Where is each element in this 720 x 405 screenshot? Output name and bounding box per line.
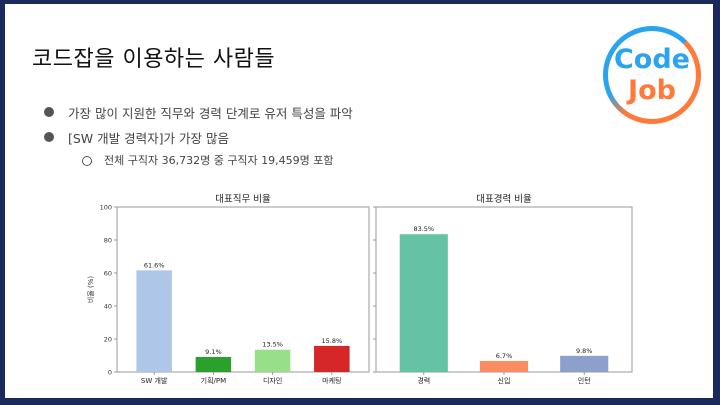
x-tick-label: 인턴 [578,376,591,385]
bar-value-label: 6.7% [496,352,513,360]
bar-value-label: 9.1% [205,348,222,356]
x-tick-label: SW 개발 [141,376,168,385]
bullet-dot-icon [44,107,54,117]
bar [136,270,172,372]
bar-value-label: 83.5% [413,225,434,233]
bar [254,349,291,372]
bullet-3: 전체 구직자 36,732명 중 구직자 19,459명 포함 [104,154,334,167]
x-tick-label: 신입 [498,376,511,385]
bar [399,234,448,372]
x-tick-label: 경력 [417,376,430,385]
slide-title: 코드잡을 이용하는 사람들 [32,47,276,72]
x-tick-label: 디자인 [263,376,282,385]
slide: 코드잡을 이용하는 사람들 가장 많이 지원한 직무와 경력 단계로 유저 특성… [5,4,713,398]
y-tick-label: 40 [104,303,112,311]
codejob-logo: Code Job [603,26,701,124]
y-tick-label: 80 [104,237,112,245]
bar [479,360,529,372]
plot-frame [116,206,370,373]
chart-title: 대표직무 비율 [215,194,271,205]
bar-value-label: 15.8% [322,337,343,345]
bar-value-label: 13.5% [262,341,283,349]
bullet-dot-icon [44,132,54,142]
chart-title: 대표경력 비율 [476,193,532,205]
y-tick-label: 100 [100,204,112,212]
bar [560,355,609,372]
bar-value-label: 9.8% [576,347,593,355]
bullet-2: [SW 개발 경력자]가 가장 많음 [68,131,229,146]
bar [314,345,350,372]
y-tick-label: 0 [108,369,112,377]
bar-value-label: 61.6% [144,261,165,269]
x-tick-label: 기획/PM [201,376,227,385]
logo-text-code: Code [613,44,690,75]
bullet-1: 가장 많이 지원한 직무와 경력 단계로 유저 특성을 파악 [68,106,353,121]
y-tick-label: 20 [104,336,112,344]
bar [195,356,232,372]
y-axis-label: 비율 (%) [86,276,95,303]
logo-text-job: Job [628,75,676,106]
y-tick-label: 60 [104,270,112,278]
bullet-ring-icon [82,156,92,166]
x-tick-label: 마케팅 [322,376,341,385]
